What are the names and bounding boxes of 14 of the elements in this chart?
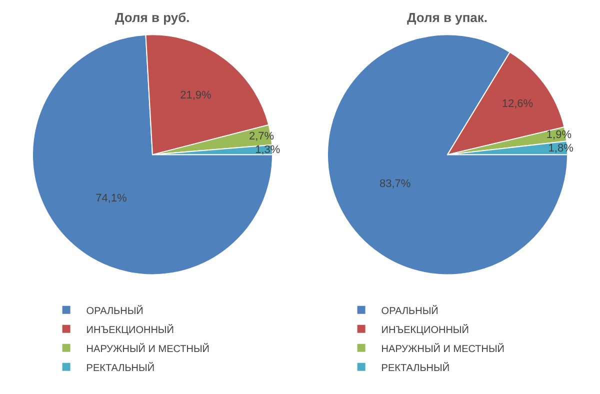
data-label: 74,1%: [96, 192, 127, 204]
legend-label: РЕКТАЛЬНЫЙ: [381, 360, 450, 374]
legend-label: ОРАЛЬНЫЙ: [86, 304, 144, 317]
data-label: 83,7%: [379, 178, 411, 190]
legend-label: ИНЪЕКЦИОННЫЙ: [86, 322, 174, 336]
data-label: 12,6%: [502, 98, 534, 110]
chart-title: Доля в упак.: [407, 10, 488, 25]
legend-label: НАРУЖНЫЙ И МЕСТНЫЙ: [381, 342, 505, 355]
legend-label: ОРАЛЬНЫЙ: [381, 304, 438, 317]
data-label: 21,9%: [180, 89, 212, 102]
chart-title: Доля в руб.: [115, 10, 190, 25]
legend-label: ИНЪЕКЦИОННЫЙ: [381, 322, 469, 336]
legend-label: НАРУЖНЫЙ И МЕСТНЫЙ: [86, 342, 210, 355]
legend-label: РЕКТАЛЬНЫЙ: [86, 360, 155, 374]
